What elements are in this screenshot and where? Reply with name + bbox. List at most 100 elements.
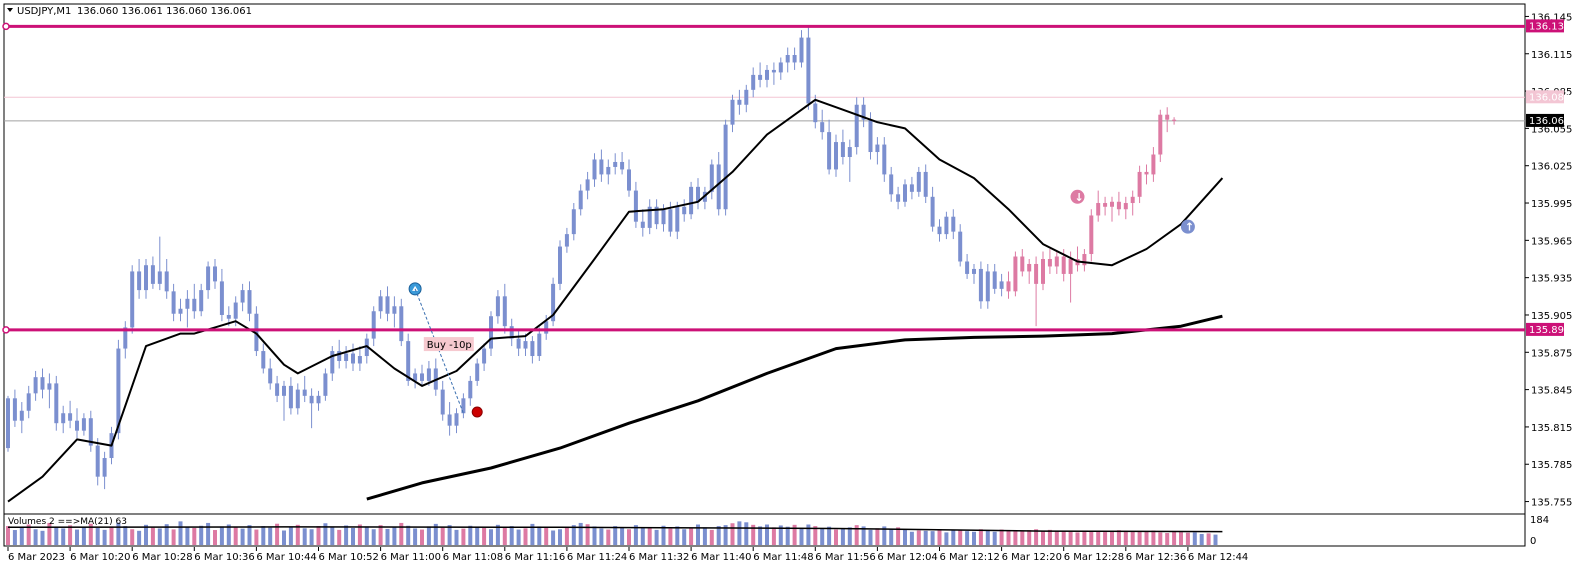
candle[interactable]: [930, 186, 935, 232]
candle[interactable]: [344, 346, 349, 369]
candle[interactable]: [509, 318, 514, 347]
candle[interactable]: [758, 62, 763, 88]
volume-panel[interactable]: [6, 521, 1223, 545]
candle[interactable]: [240, 283, 245, 312]
candle[interactable]: [81, 413, 86, 436]
candle[interactable]: [951, 209, 956, 240]
candle[interactable]: [944, 211, 949, 240]
candle[interactable]: [1130, 190, 1135, 216]
candle[interactable]: [972, 263, 976, 284]
line-handle-icon[interactable]: [2, 326, 10, 334]
candle[interactable]: [426, 361, 431, 386]
candle[interactable]: [461, 393, 466, 419]
candle[interactable]: [475, 358, 480, 386]
candle[interactable]: [1047, 249, 1052, 274]
candle[interactable]: [627, 159, 631, 197]
candle[interactable]: [516, 331, 521, 357]
candle[interactable]: [564, 227, 569, 253]
candle[interactable]: [54, 375, 59, 431]
candle[interactable]: [309, 388, 314, 429]
line-handle-icon[interactable]: [2, 22, 10, 31]
candle[interactable]: [440, 380, 445, 421]
candle[interactable]: [978, 261, 983, 309]
candle[interactable]: [765, 64, 769, 88]
candle[interactable]: [1082, 249, 1087, 272]
candle[interactable]: [1144, 164, 1149, 185]
candle[interactable]: [164, 259, 169, 299]
candle[interactable]: [1110, 196, 1114, 222]
candle[interactable]: [288, 377, 293, 415]
candle[interactable]: [909, 176, 914, 200]
candle[interactable]: [357, 346, 362, 371]
candle[interactable]: [1006, 271, 1011, 299]
candle[interactable]: [1068, 251, 1073, 303]
candle[interactable]: [323, 368, 328, 401]
candle[interactable]: [799, 30, 804, 68]
candle[interactable]: [102, 451, 107, 490]
candle[interactable]: [599, 149, 604, 182]
candle[interactable]: [1123, 196, 1128, 220]
candle[interactable]: [723, 119, 728, 216]
candle[interactable]: [413, 368, 418, 389]
candle[interactable]: [1137, 165, 1142, 204]
candle[interactable]: [1089, 209, 1094, 262]
candle[interactable]: [785, 47, 790, 73]
candle[interactable]: [1165, 107, 1170, 133]
price-panel[interactable]: ↓↑: [2, 22, 1525, 503]
candle[interactable]: [985, 263, 990, 309]
candle[interactable]: [613, 153, 618, 175]
order-tag[interactable]: Buy -10p: [423, 337, 474, 352]
candle[interactable]: [33, 370, 38, 401]
candle[interactable]: [916, 166, 921, 197]
candle[interactable]: [730, 94, 735, 133]
candle[interactable]: [709, 159, 714, 200]
candle[interactable]: [744, 84, 749, 113]
candle[interactable]: [592, 153, 597, 187]
candle[interactable]: [875, 137, 880, 165]
candle[interactable]: [150, 256, 155, 289]
candle[interactable]: [68, 400, 73, 429]
candle[interactable]: [6, 395, 10, 452]
candle[interactable]: [1054, 251, 1059, 274]
candle[interactable]: [992, 263, 997, 294]
candle[interactable]: [447, 402, 452, 436]
candle[interactable]: [157, 236, 162, 291]
candle[interactable]: [330, 346, 335, 381]
candle[interactable]: [965, 254, 970, 279]
candle[interactable]: [171, 283, 176, 322]
candle[interactable]: [295, 383, 300, 415]
candle[interactable]: [861, 97, 866, 128]
candle[interactable]: [620, 152, 625, 175]
candle[interactable]: [1034, 256, 1039, 327]
candle[interactable]: [399, 298, 404, 347]
candle[interactable]: [999, 273, 1004, 297]
candle[interactable]: [378, 290, 383, 319]
candle[interactable]: [495, 290, 500, 324]
candle[interactable]: [123, 321, 128, 359]
candle[interactable]: [1172, 117, 1177, 125]
candle[interactable]: [633, 181, 638, 228]
candle[interactable]: [834, 134, 838, 177]
candle[interactable]: [130, 265, 135, 334]
candle[interactable]: [1151, 147, 1156, 182]
candle[interactable]: [827, 119, 832, 175]
candle[interactable]: [40, 368, 45, 399]
candle[interactable]: [268, 358, 273, 390]
candle[interactable]: [530, 336, 535, 364]
candle[interactable]: [606, 159, 611, 185]
candle[interactable]: [806, 25, 811, 110]
candle[interactable]: [1096, 190, 1101, 222]
candle[interactable]: [316, 390, 321, 411]
candle[interactable]: [19, 402, 24, 434]
candle[interactable]: [392, 296, 397, 328]
candle[interactable]: [675, 201, 680, 240]
candle[interactable]: [654, 199, 659, 230]
candle[interactable]: [26, 385, 31, 419]
collapse-triangle-icon[interactable]: [7, 8, 13, 12]
candle[interactable]: [854, 97, 859, 155]
candle[interactable]: [371, 306, 376, 347]
candle[interactable]: [896, 186, 901, 210]
candle[interactable]: [792, 47, 797, 70]
candle[interactable]: [482, 343, 487, 371]
